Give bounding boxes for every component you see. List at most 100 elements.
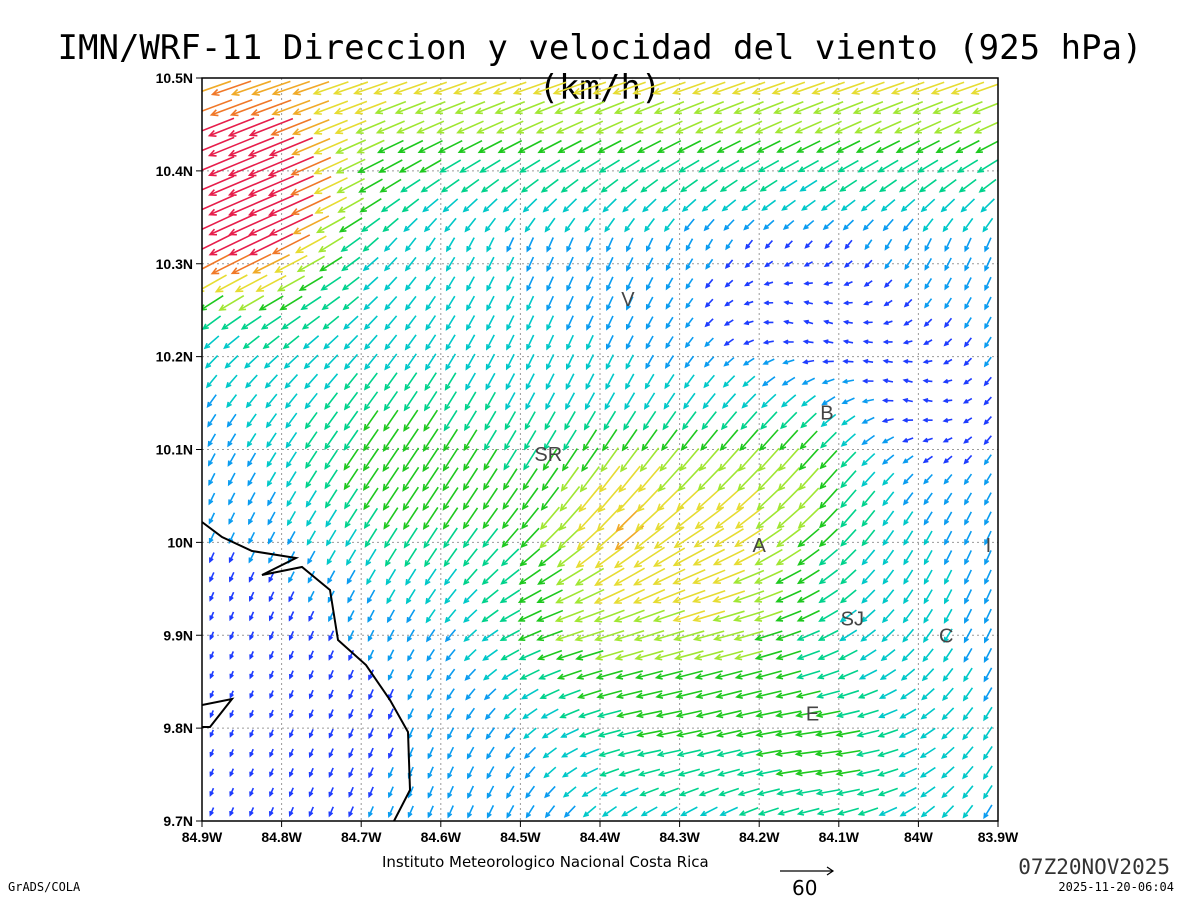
wind-arrow	[347, 590, 356, 604]
wind-arrow	[733, 630, 764, 642]
wind-arrow	[308, 806, 315, 818]
wind-arrow	[393, 81, 428, 95]
wind-arrow	[672, 589, 706, 604]
wind-arrow	[388, 727, 394, 740]
wind-arrow	[600, 787, 619, 797]
wind-arrow	[206, 394, 217, 409]
wind-arrow	[288, 630, 295, 641]
wind-arrow	[741, 393, 757, 409]
wind-arrow	[566, 256, 574, 273]
wind-arrow	[380, 198, 401, 213]
wind-arrow	[683, 374, 695, 389]
wind-arrow	[595, 670, 623, 680]
wind-arrow	[333, 100, 368, 115]
wind-arrow	[466, 727, 475, 740]
wind-arrow	[313, 138, 348, 155]
wind-arrow	[923, 511, 933, 526]
wind-arrow	[506, 237, 515, 253]
wind-arrow	[267, 155, 314, 177]
wind-arrow	[249, 611, 255, 622]
wind-arrow	[363, 410, 379, 432]
wind-arrow	[840, 433, 856, 447]
wind-arrow	[716, 749, 741, 758]
wind-arrow	[482, 548, 499, 567]
wind-arrow	[407, 688, 415, 701]
wind-arrow	[581, 786, 598, 797]
wind-arrow	[920, 198, 936, 213]
wind-arrow	[337, 197, 364, 213]
wind-arrow	[368, 708, 374, 720]
wind-arrow	[704, 318, 714, 328]
wind-arrow	[699, 179, 718, 193]
wind-arrow	[334, 119, 367, 135]
wind-arrow	[683, 392, 696, 410]
wind-arrow	[923, 608, 934, 624]
wind-arrow	[625, 315, 634, 331]
wind-arrow	[763, 319, 774, 325]
wind-arrow	[500, 548, 520, 567]
wind-arrow	[307, 550, 316, 565]
wind-arrow	[680, 179, 699, 193]
x-tick-label: 84.7W	[341, 829, 382, 845]
wind-arrow	[440, 178, 460, 193]
wind-arrow	[202, 194, 235, 211]
wind-arrow	[913, 120, 942, 134]
wind-arrow	[917, 159, 939, 173]
wind-arrow	[328, 767, 334, 778]
wind-arrow	[579, 748, 600, 758]
wind-arrow	[229, 710, 234, 719]
x-tick-label: 83.9W	[978, 829, 1019, 845]
wind-arrow	[249, 651, 254, 660]
wind-arrow	[544, 785, 556, 799]
wind-arrow	[743, 219, 755, 231]
wind-arrow	[520, 527, 540, 549]
wind-arrow	[582, 198, 597, 213]
wind-arrow	[811, 81, 845, 95]
wind-arrow	[556, 669, 582, 680]
wind-arrow	[703, 374, 715, 389]
wind-arrow	[861, 416, 875, 424]
wind-arrow	[984, 473, 992, 486]
wind-arrow	[555, 568, 584, 586]
wind-arrow	[902, 417, 914, 423]
wind-arrow	[308, 689, 314, 700]
wind-arrow	[249, 690, 254, 699]
wind-arrow	[425, 588, 437, 605]
wind-arrow	[984, 276, 992, 292]
wind-arrow	[781, 199, 796, 211]
wind-arrow	[739, 179, 758, 192]
wind-arrow	[638, 159, 660, 173]
wind-arrow	[584, 392, 596, 411]
wind-arrow	[834, 120, 862, 134]
wind-arrow	[693, 650, 724, 661]
wind-arrow	[685, 258, 694, 271]
wind-arrow	[542, 747, 557, 759]
wind-arrow	[291, 119, 330, 136]
wind-arrow	[658, 787, 679, 797]
wind-arrow	[779, 429, 799, 451]
wind-arrow	[593, 588, 625, 604]
wind-arrow	[482, 487, 499, 511]
wind-arrow	[514, 100, 545, 115]
wind-arrow	[753, 569, 784, 584]
station-label-c: C	[939, 625, 953, 647]
wind-arrow	[499, 589, 521, 604]
wind-arrow	[778, 448, 800, 472]
wind-arrow	[818, 548, 839, 566]
wind-arrow	[560, 728, 579, 738]
wind-arrow	[544, 411, 556, 431]
wind-arrow	[557, 139, 582, 154]
wind-arrow	[308, 590, 315, 603]
wind-arrow	[924, 238, 933, 252]
wind-arrow	[346, 569, 356, 585]
wind-arrow	[202, 80, 232, 93]
wind-arrow	[525, 373, 535, 391]
software-credit: GrADS/COLA	[8, 880, 81, 894]
wind-arrow	[444, 372, 457, 391]
wind-arrow	[562, 786, 577, 798]
x-tick-label: 84.3W	[659, 829, 700, 845]
wind-arrow	[506, 334, 515, 351]
wind-arrow	[255, 274, 287, 292]
wind-arrow	[427, 766, 434, 780]
wind-arrow	[248, 531, 256, 545]
